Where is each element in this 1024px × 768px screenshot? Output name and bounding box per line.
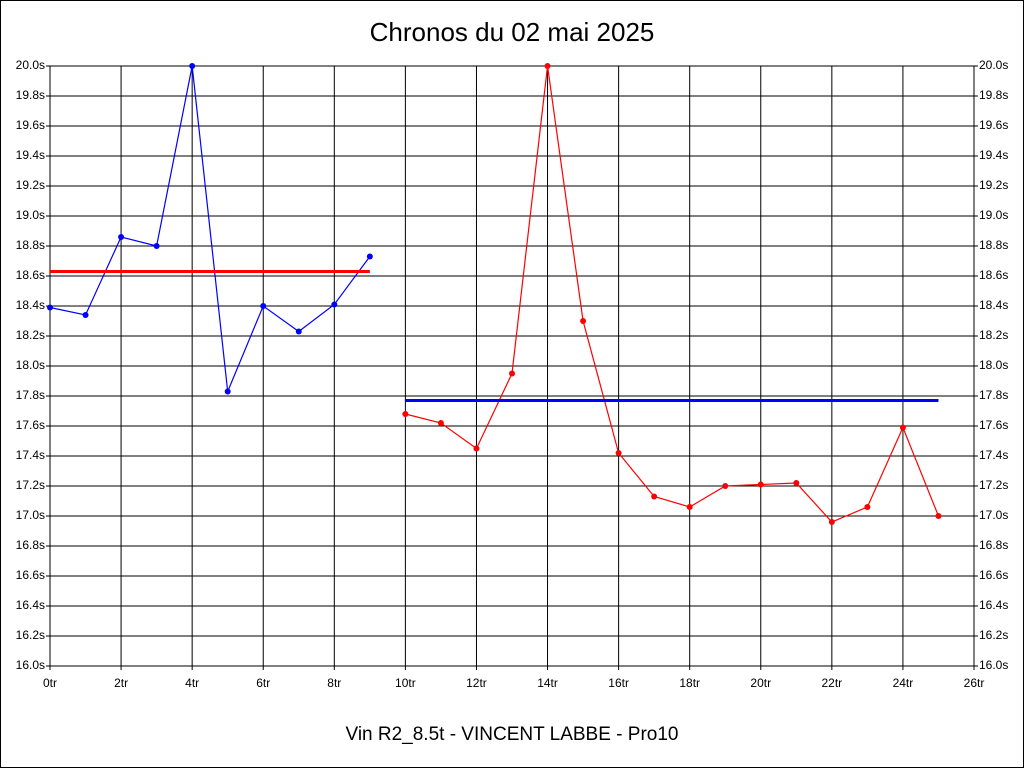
data-point: [295, 328, 302, 335]
y2-tick-label: 19.2s: [979, 178, 1008, 192]
x-axis-label: Vin R2_8.5t - VINCENT LABBE - Pro10: [345, 724, 678, 745]
data-point: [260, 303, 267, 309]
data-line: [49, 65, 371, 392]
y-tick-label: 18.6s: [16, 268, 45, 282]
data-point: [793, 480, 800, 486]
data-point: [473, 445, 480, 452]
y-tick-label: 17.6s: [16, 418, 45, 432]
y2-tick-label: 17.8s: [979, 388, 1008, 402]
x-tick-label: 2tr: [114, 676, 128, 690]
x-tick-label: 18tr: [679, 676, 700, 690]
y2-tick-label: 17.6s: [979, 418, 1008, 432]
y2-tick-label: 17.4s: [979, 448, 1008, 462]
x-tick-label: 6tr: [256, 676, 270, 690]
y-tick-label: 18.4s: [16, 298, 45, 312]
y-tick-label: 17.0s: [16, 508, 45, 522]
data-point: [722, 483, 729, 489]
data-point: [82, 312, 89, 318]
y-tick-label: 18.8s: [16, 238, 45, 252]
y-tick-label: 19.8s: [16, 88, 45, 102]
x-tick-label: 14tr: [537, 676, 558, 690]
data-point: [544, 63, 551, 69]
x-tick-label: 24tr: [893, 676, 914, 690]
y-tick-label: 19.4s: [16, 148, 45, 162]
y2-tick-label: 19.8s: [979, 88, 1008, 102]
y2-tick-label: 19.6s: [979, 118, 1008, 132]
y-tick-label: 18.0s: [16, 358, 45, 372]
y2-tick-label: 18.6s: [979, 268, 1008, 282]
y2-tick-label: 16.2s: [979, 628, 1008, 642]
data-point: [47, 304, 53, 311]
data-point: [828, 519, 835, 525]
x-tick-label: 16tr: [608, 676, 629, 690]
y2-tick-label: 17.0s: [979, 508, 1008, 522]
y2-tick-label: 16.4s: [979, 598, 1008, 612]
data-point: [437, 420, 444, 426]
y2-tick-label: 16.0s: [979, 658, 1008, 672]
y2-tick-label: 16.6s: [979, 568, 1008, 582]
x-tick-label: 4tr: [185, 676, 199, 690]
y-tick-label: 17.4s: [16, 448, 45, 462]
data-point: [651, 493, 658, 500]
data-point: [331, 301, 338, 308]
chart-title: Chronos du 02 mai 2025: [370, 17, 655, 47]
x-tick-label: 0tr: [43, 676, 57, 690]
y2-tick-label: 18.4s: [979, 298, 1008, 312]
y-tick-label: 16.4s: [16, 598, 45, 612]
y2-tick-label: 17.2s: [979, 478, 1008, 492]
x-tick-label: 22tr: [822, 676, 843, 690]
x-tick-label: 8tr: [327, 676, 341, 690]
y-tick-label: 19.6s: [16, 118, 45, 132]
data-point: [118, 234, 125, 240]
y2-tick-label: 19.0s: [979, 208, 1008, 222]
y2-tick-label: 16.8s: [979, 538, 1008, 552]
data-point: [366, 253, 373, 260]
x-tick-label: 12tr: [466, 676, 487, 690]
x-tick-label: 26tr: [964, 676, 985, 690]
y2-tick-label: 18.0s: [979, 358, 1008, 372]
data-point: [153, 243, 160, 249]
x-tick-label: 10tr: [395, 676, 416, 690]
y-tick-label: 19.2s: [16, 178, 45, 192]
x-tick-label: 20tr: [750, 676, 771, 690]
y-tick-label: 16.2s: [16, 628, 45, 642]
data-point: [757, 481, 764, 488]
data-point: [509, 370, 515, 377]
data-point: [615, 450, 622, 456]
y2-tick-label: 18.8s: [979, 238, 1008, 252]
data-point: [580, 318, 587, 324]
data-point: [864, 504, 871, 510]
data-point: [899, 424, 906, 431]
y-tick-label: 16.6s: [16, 568, 45, 582]
data-line: [405, 65, 940, 523]
y-tick-label: 16.0s: [16, 658, 45, 672]
y-tick-label: 17.2s: [16, 478, 45, 492]
y2-tick-label: 19.4s: [979, 148, 1008, 162]
y-tick-label: 16.8s: [16, 538, 45, 552]
data-point: [402, 411, 409, 417]
y-tick-label: 18.2s: [16, 328, 45, 342]
data-point: [935, 513, 942, 519]
data-point: [189, 63, 196, 69]
y2-tick-label: 18.2s: [979, 328, 1008, 342]
y2-tick-label: 20.0s: [979, 58, 1008, 72]
y-tick-label: 17.8s: [16, 388, 45, 402]
data-point: [686, 504, 693, 510]
y-tick-label: 19.0s: [16, 208, 45, 222]
data-point: [224, 388, 231, 395]
y-tick-label: 20.0s: [16, 58, 45, 72]
